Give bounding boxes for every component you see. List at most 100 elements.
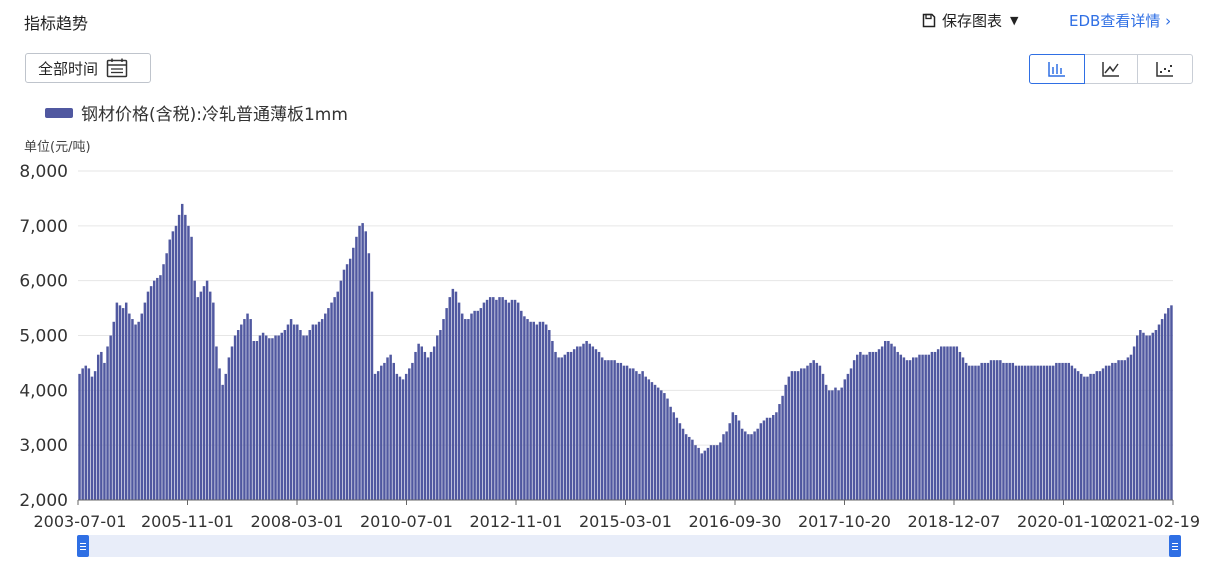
data-bar	[162, 264, 165, 500]
data-bar	[473, 310, 476, 500]
data-bar	[460, 313, 464, 500]
y-tick-label: 6,000	[19, 272, 68, 292]
calendar-icon	[106, 58, 128, 78]
x-tick-label: 2015-03-01	[579, 512, 672, 531]
data-bar	[196, 297, 200, 500]
data-bar	[1101, 368, 1105, 500]
data-bar	[566, 351, 570, 500]
data-bar	[1107, 365, 1111, 500]
data-bar	[955, 346, 959, 500]
data-bar	[93, 371, 97, 500]
data-bar	[538, 321, 542, 500]
data-bar	[824, 384, 828, 500]
data-bar	[759, 423, 763, 500]
data-bar	[115, 302, 119, 500]
data-bar	[806, 365, 809, 500]
data-bar	[339, 280, 343, 500]
data-bar	[880, 346, 884, 500]
slider-handle-right[interactable]	[1169, 535, 1181, 557]
data-bar	[227, 357, 231, 500]
time-range-button[interactable]: 全部时间	[25, 53, 151, 83]
data-bar	[852, 360, 856, 500]
edb-detail-link[interactable]: EDB查看详情 ›	[1069, 12, 1172, 30]
data-bar	[408, 368, 411, 500]
data-bar	[426, 357, 430, 500]
legend-swatch	[45, 107, 73, 118]
x-tick-label: 2017-10-20	[798, 512, 891, 531]
time-range-slider[interactable]	[78, 535, 1178, 557]
data-bar	[828, 390, 831, 500]
data-bar	[1163, 313, 1167, 500]
data-bar	[706, 447, 710, 500]
data-bar	[650, 382, 654, 500]
data-bar	[246, 313, 249, 500]
data-bar	[986, 362, 990, 500]
data-bar	[190, 236, 193, 501]
data-bar	[414, 351, 417, 500]
data-bar	[930, 351, 934, 500]
data-bar	[974, 365, 977, 500]
data-bar	[958, 351, 962, 500]
data-bar	[1011, 362, 1015, 500]
data-bar	[398, 376, 402, 501]
data-bar	[302, 335, 305, 500]
data-bar	[342, 269, 346, 500]
data-bar	[516, 302, 520, 500]
data-bar	[849, 368, 853, 500]
chart-legend[interactable]: 钢材价格(含税):冷轧普通薄板1mm	[45, 100, 348, 125]
data-bar	[999, 360, 1002, 500]
data-bar	[429, 351, 433, 500]
data-bar	[1157, 324, 1161, 500]
data-bar	[582, 343, 585, 500]
data-bar	[744, 431, 747, 500]
bar-chart-button[interactable]	[1029, 54, 1085, 84]
scatter-chart-button[interactable]	[1138, 55, 1192, 83]
data-bar	[1120, 360, 1123, 500]
data-bar	[569, 351, 573, 500]
data-bar	[579, 346, 582, 500]
price-bar-chart: 2,000 3,000 4,000 5,000 6,000 7,000 8,000 2003-…	[19, 162, 1200, 531]
data-bar	[1005, 362, 1008, 500]
data-bar	[712, 445, 716, 500]
data-bar	[358, 225, 361, 500]
y-axis-unit: 单位(元/吨)	[24, 140, 91, 155]
data-bar	[333, 297, 336, 500]
data-bar	[996, 360, 999, 500]
data-bar	[1030, 365, 1033, 500]
data-bar	[672, 412, 675, 500]
data-bar	[193, 280, 196, 500]
data-bar	[921, 354, 924, 500]
data-bar	[352, 247, 355, 500]
data-bar	[933, 351, 937, 500]
data-bar	[815, 362, 819, 500]
data-bar	[737, 420, 741, 500]
slider-handle-left[interactable]	[77, 535, 89, 557]
data-bar	[800, 368, 803, 500]
data-bar	[635, 371, 638, 500]
data-bar	[862, 354, 865, 500]
data-bar	[317, 321, 321, 500]
x-tick-label: 2003-07-01	[34, 512, 127, 531]
data-bar	[286, 324, 290, 500]
data-bar	[324, 313, 327, 500]
data-bar	[793, 371, 797, 500]
line-chart-button[interactable]	[1084, 55, 1139, 83]
x-tick-label: 2020-01-10	[1017, 512, 1110, 531]
data-bar	[292, 324, 296, 500]
data-bar	[445, 308, 448, 500]
data-bar	[106, 346, 109, 500]
data-bar	[691, 439, 694, 500]
data-bar	[812, 360, 815, 500]
data-bar	[464, 319, 467, 500]
data-bar	[330, 302, 333, 500]
data-bar	[149, 286, 153, 500]
save-chart-button[interactable]: 保存图表 ▼	[922, 10, 1018, 31]
data-bar	[383, 362, 386, 500]
data-bar	[529, 321, 532, 500]
data-bar	[762, 420, 766, 500]
x-tick-label: 2021-02-19	[1107, 512, 1200, 531]
data-bar	[946, 346, 949, 500]
chart-type-switcher	[1029, 54, 1193, 84]
data-bar	[442, 319, 445, 500]
y-tick-label: 4,000	[19, 381, 68, 401]
